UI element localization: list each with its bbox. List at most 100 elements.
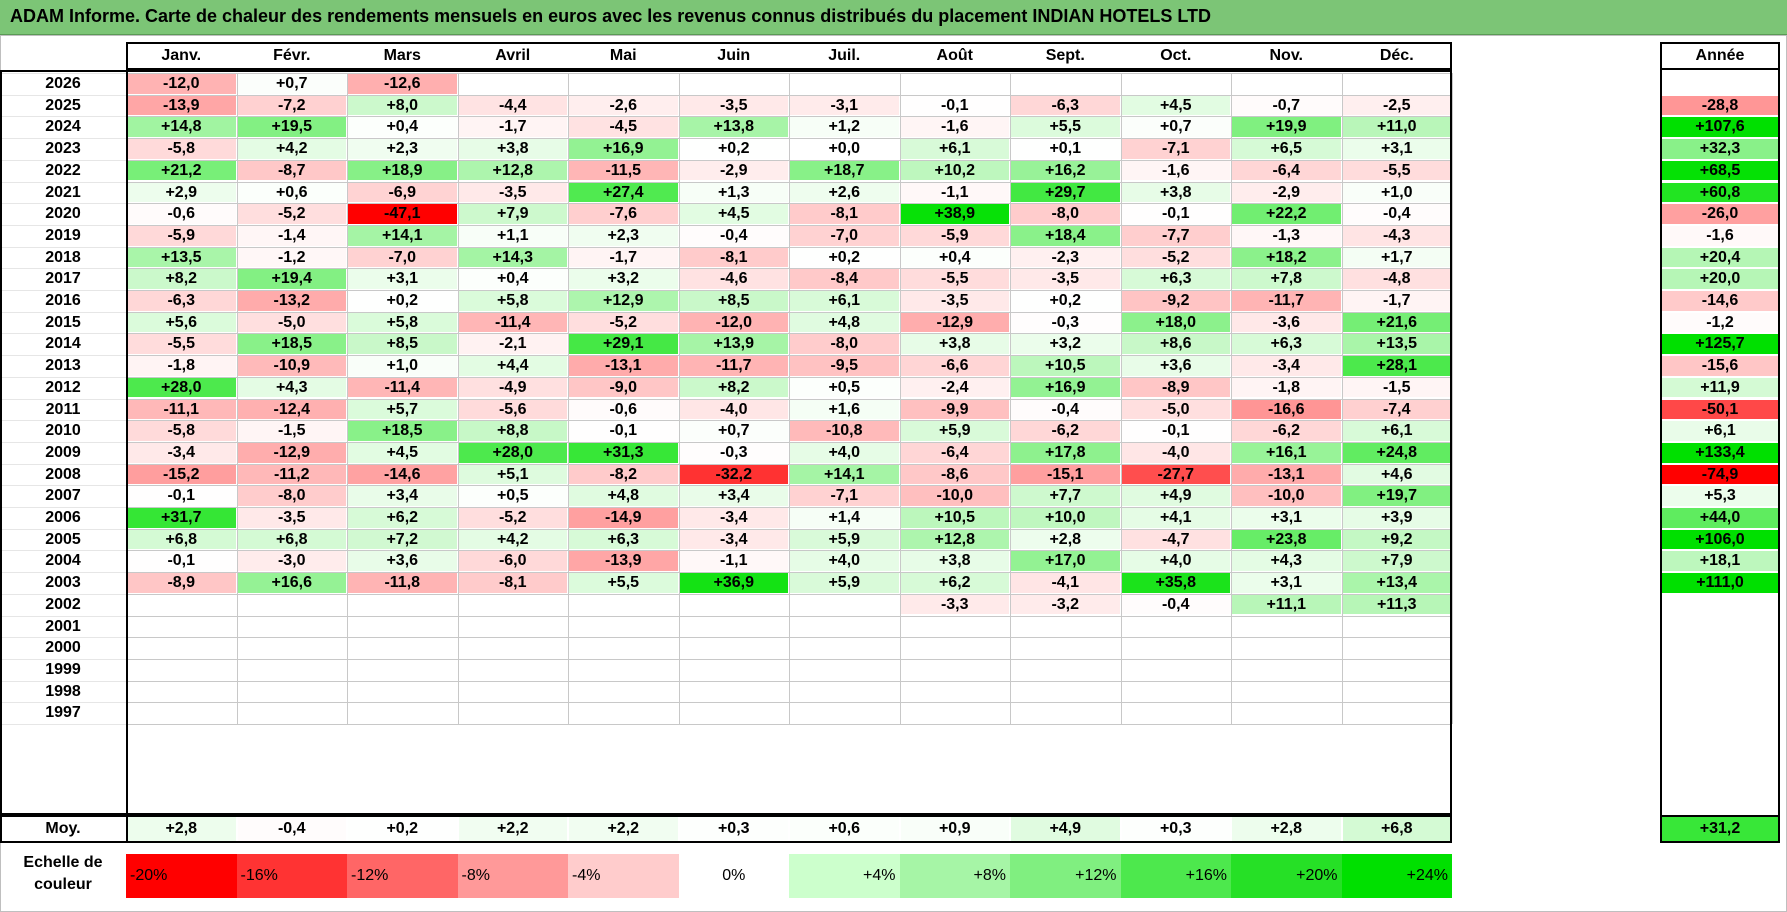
heatmap-cell: -3,5 <box>1011 269 1120 289</box>
heatmap-cell: +16,6 <box>237 573 346 593</box>
annual-cell: +111,0 <box>1661 573 1779 593</box>
heatmap-cell <box>1343 638 1452 658</box>
heatmap-cell: -16,6 <box>1232 399 1341 420</box>
heatmap-cell: -1,3 <box>1232 225 1341 246</box>
heatmap-cell: +3,1 <box>1232 573 1341 593</box>
heatmap-cell: -0,1 <box>1121 421 1230 441</box>
grid-line <box>0 268 126 270</box>
heatmap-cell: +3,1 <box>1342 139 1451 159</box>
title-bar: ADAM Informe. Carte de chaleur des rende… <box>0 0 1787 35</box>
grid-line <box>126 702 1452 704</box>
year-label: 2011 <box>45 400 81 418</box>
heatmap-cell: +3,2 <box>1011 334 1120 355</box>
heatmap-cell <box>680 703 789 723</box>
heatmap-cell <box>1343 617 1452 637</box>
heatmap-cell: -4,0 <box>1121 442 1230 463</box>
heatmap-cell <box>1011 617 1120 637</box>
heatmap-cell <box>901 682 1010 702</box>
heatmap-cell: -6,4 <box>900 442 1009 463</box>
heatmap-cell: -1,2 <box>237 247 346 268</box>
heatmap-cell <box>1011 703 1120 723</box>
heatmap-cell <box>127 703 236 723</box>
heatmap-cell: +4,1 <box>1121 508 1230 528</box>
heatmap-cell: -13,9 <box>569 551 678 572</box>
grid-line <box>126 376 1452 378</box>
heatmap-cell: -8,9 <box>127 573 236 593</box>
heatmap-cell: -11,7 <box>1232 291 1341 311</box>
heatmap-cell: -3,4 <box>127 442 236 463</box>
annual-cell <box>1661 638 1779 658</box>
heatmap-cell: +5,8 <box>348 312 457 333</box>
column-header: Févr. <box>273 47 311 64</box>
heatmap-cell: -5,5 <box>900 269 1009 289</box>
heatmap-cell: -8,7 <box>237 160 346 181</box>
heatmap-cell: +10,5 <box>1011 356 1120 376</box>
heatmap-cell: -12,9 <box>237 442 346 463</box>
year-label: 2013 <box>45 357 81 375</box>
heatmap-cell: +5,6 <box>127 312 236 333</box>
heatmap-cell: +13,8 <box>679 117 788 138</box>
heatmap-cell: -5,2 <box>569 312 678 333</box>
heatmap-cell: -8,6 <box>900 464 1009 485</box>
heatmap-cell: +4,3 <box>237 377 346 398</box>
heatmap-cell: -9,5 <box>790 356 899 376</box>
heatmap-cell: -11,8 <box>348 573 457 593</box>
heatmap-cell: +7,8 <box>1232 269 1341 289</box>
heatmap-cell <box>459 703 568 723</box>
annual-cell <box>1661 660 1779 680</box>
heatmap-cell: +3,8 <box>900 334 1009 355</box>
heatmap-cell: -4,3 <box>1342 225 1451 246</box>
heatmap-cell: +16,9 <box>569 139 678 159</box>
heatmap-cell: -27,7 <box>1121 464 1230 485</box>
grid-line <box>126 159 1452 161</box>
heatmap-cell: +0,7 <box>1121 117 1230 138</box>
heatmap-cell: +0,1 <box>1011 139 1120 159</box>
heatmap-cell <box>127 660 236 680</box>
heatmap-cell: +5,9 <box>790 573 899 593</box>
heatmap-cell: +5,5 <box>1011 117 1120 138</box>
heatmap-cell: +6,1 <box>1342 421 1451 441</box>
heatmap-cell: -10,0 <box>900 486 1009 506</box>
heatmap-cell <box>901 703 1010 723</box>
heatmap-cell: -6,3 <box>127 291 236 311</box>
heatmap-cell: -6,3 <box>1011 95 1120 116</box>
heatmap-cell: -14,6 <box>348 464 457 485</box>
heatmap-cell: -5,2 <box>1121 247 1230 268</box>
grid-line <box>126 658 1452 660</box>
average-cell: +2,2 <box>569 817 678 841</box>
grid-line <box>0 246 126 248</box>
annual-cell: +18,1 <box>1661 551 1779 572</box>
year-label: 2022 <box>45 161 81 179</box>
grid-line <box>0 290 126 291</box>
heatmap-cell: -12,0 <box>127 74 236 94</box>
heatmap-cell: +3,8 <box>1121 182 1230 203</box>
column-header: Juil. <box>828 47 861 64</box>
heatmap-cell <box>680 595 789 615</box>
heatmap-cell <box>790 74 899 94</box>
heatmap-cell: +28,1 <box>1342 356 1451 376</box>
heatmap-cell: +6,1 <box>790 291 899 311</box>
annual-cell: +133,4 <box>1661 442 1779 463</box>
heatmap-cell <box>790 660 899 680</box>
grid-line <box>0 181 126 183</box>
heatmap-cell: -2,6 <box>569 95 678 116</box>
scale-swatch: +20% <box>1231 854 1342 898</box>
heatmap-cell <box>127 682 236 702</box>
heatmap-cell: +12,8 <box>900 529 1009 550</box>
heatmap-cell: +1,2 <box>790 117 899 138</box>
annual-cell <box>1661 703 1779 723</box>
annual-cell: +125,7 <box>1661 334 1779 355</box>
heatmap-cell: -7,1 <box>1121 139 1230 159</box>
year-label: 2021 <box>45 183 81 201</box>
heatmap-cell <box>1343 703 1452 723</box>
annual-cell: -74,9 <box>1661 464 1779 485</box>
heatmap-cell: +6,5 <box>1232 139 1341 159</box>
heatmap-cell: -0,1 <box>900 95 1009 116</box>
heatmap-cell: +6,1 <box>900 139 1009 159</box>
average-label: Moy. <box>45 820 81 837</box>
grid-line <box>126 73 1452 74</box>
heatmap-cell <box>238 638 347 658</box>
heatmap-cell: +13,4 <box>1342 573 1451 593</box>
annual-column-header: Année <box>1695 47 1745 64</box>
grid-line <box>126 398 1452 400</box>
